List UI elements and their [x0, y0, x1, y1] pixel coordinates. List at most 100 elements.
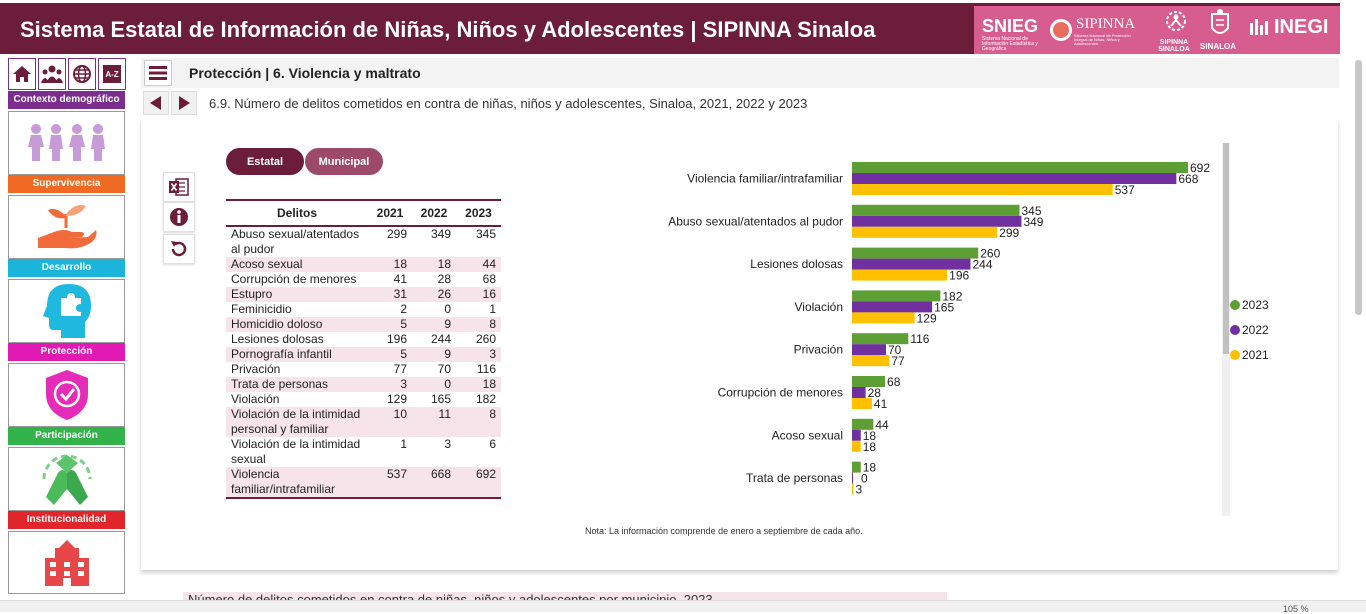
logo-snieg-subtitle: Sistema Nacional de Información Estadíst…	[982, 36, 1038, 52]
table-body: Abuso sexual/atentados al pudor 299 349 345…	[226, 226, 501, 499]
zoom-level: 105 %	[1283, 604, 1309, 614]
data-label-2023: 116	[910, 332, 929, 346]
refresh-icon	[171, 241, 187, 257]
header-right-strip	[1340, 3, 1366, 54]
app-title: Sistema Estatal de Información de Niñas,…	[20, 17, 876, 42]
cell-2021: 5	[368, 317, 412, 332]
inegi-mark-icon	[1250, 19, 1268, 35]
data-label-2021: 3	[855, 483, 862, 497]
globe-button[interactable]	[68, 58, 96, 90]
category-participacion[interactable]	[8, 447, 125, 511]
category-label-contexto[interactable]: Contexto demográfico	[8, 91, 125, 109]
legend-item-2022[interactable]: 2022	[1230, 317, 1269, 342]
cell-delito: Feminicidio	[231, 302, 292, 316]
glossary-button[interactable]: A-Z	[98, 58, 126, 90]
data-label-2023: 692	[1190, 161, 1210, 175]
export-excel-button[interactable]	[163, 172, 195, 202]
menu-button[interactable]	[144, 60, 172, 86]
bar-2021	[852, 226, 998, 238]
category-supervivencia[interactable]	[8, 195, 125, 259]
data-label-2021: 41	[874, 397, 888, 411]
info-button[interactable]	[163, 202, 195, 232]
category-label-desarrollo[interactable]: Desarrollo	[8, 259, 125, 277]
logo-inegi[interactable]: INEGI	[1274, 16, 1329, 38]
bar-2022	[852, 173, 1177, 184]
cell-2023: 8	[456, 317, 501, 332]
cell-2021: 41	[393, 272, 407, 286]
legend-dot-2021	[1230, 349, 1240, 360]
category-label: Corrupción de menores	[718, 386, 843, 400]
bar-2023	[852, 204, 1020, 216]
column-header-2022: 2022	[412, 199, 456, 227]
bar-2021	[852, 398, 872, 409]
logo-sinaloa[interactable]: SINALOA	[1200, 42, 1236, 51]
cell-2021: 196	[386, 332, 407, 346]
cell-2023: 44	[456, 257, 501, 272]
cell-2023: 18	[456, 377, 501, 392]
data-label-2022: 165	[934, 300, 954, 314]
category-label-supervivencia[interactable]: Supervivencia	[8, 175, 125, 193]
reset-button[interactable]	[163, 234, 195, 264]
table-row: Acoso sexual 18 18 44	[226, 257, 501, 272]
population-button[interactable]	[38, 58, 66, 90]
logo-snieg[interactable]: SNIEG	[982, 16, 1039, 36]
data-label-2022: 668	[1178, 172, 1198, 186]
legend-item-2023[interactable]: 2023	[1230, 292, 1269, 317]
previous-indicator-button[interactable]	[143, 91, 169, 115]
category-label-proteccion[interactable]: Protección	[8, 343, 125, 361]
table-row: Violación de la intimidad personal y fam…	[226, 407, 501, 437]
logo-sipinna[interactable]: SIPINNA	[1076, 16, 1136, 32]
data-label-2022: 0	[861, 472, 868, 486]
data-label-2021: 196	[949, 269, 969, 283]
table-row: Estupro 31 26 16	[226, 287, 501, 302]
cell-2021: 18	[368, 257, 412, 272]
cell-2023: 260	[475, 332, 496, 346]
category-institucionalidad[interactable]	[8, 531, 125, 594]
bar-2023	[852, 247, 979, 259]
legend-dot-2023	[1230, 299, 1240, 310]
home-button[interactable]	[8, 58, 36, 90]
data-label-2022: 70	[888, 343, 902, 357]
cell-2022: 3	[444, 437, 451, 451]
cell-2023: 692	[456, 467, 501, 499]
chart-scrollbar-thumb[interactable]	[1223, 143, 1229, 354]
table-row: Lesiones dolosas 196 244 260	[226, 332, 501, 347]
cell-2021: 2	[400, 302, 407, 316]
page-scrollbar-thumb[interactable]	[1355, 60, 1362, 315]
children-group-icon	[27, 124, 105, 161]
cell-2021: 5	[368, 347, 412, 362]
logo-sipinna-sinaloa[interactable]: SIPINNA SINALOA	[1158, 39, 1190, 53]
municipal-toggle[interactable]: Municipal	[305, 148, 383, 175]
arrow-left-icon	[150, 96, 161, 110]
column-header-2021: 2021	[368, 199, 412, 227]
cell-2022: 11	[412, 407, 456, 437]
category-contexto-demografico[interactable]	[8, 111, 125, 175]
cell-delito: Estupro	[226, 287, 368, 302]
partner-logos: SNIEG Sistema Nacional de Información Es…	[974, 6, 1340, 54]
legend-item-2021[interactable]: 2021	[1230, 342, 1269, 367]
bar-2021	[852, 355, 890, 367]
category-label-participacion[interactable]: Participación	[8, 427, 125, 445]
category-proteccion[interactable]	[8, 363, 125, 427]
category-label: Violencia familiar/intrafamiliar	[687, 172, 843, 186]
data-label-2023: 44	[875, 418, 889, 432]
section-bar: Protección | 6. Violencia y maltrato	[141, 58, 1339, 88]
category-label: Violación	[795, 300, 843, 314]
estatal-toggle[interactable]: Estatal	[226, 148, 304, 175]
cell-2023: 3	[456, 347, 501, 362]
hamburger-menu-icon	[149, 66, 167, 80]
cell-2023: 1	[489, 302, 496, 316]
next-indicator-button[interactable]	[171, 91, 197, 115]
data-label-2023: 260	[980, 247, 1000, 261]
category-desarrollo[interactable]	[8, 279, 125, 343]
table-row: Homicidio doloso 5 9 8	[226, 317, 501, 332]
cell-delito: Homicidio doloso	[226, 317, 368, 332]
bar-2022	[852, 429, 861, 441]
sidebar-nav-icons: A-Z	[8, 58, 126, 90]
cell-2022: 9	[412, 347, 456, 362]
table-row: Violación de la intimidad sexual 1 3 6	[226, 437, 501, 467]
table-row: Corrupción de menores 41 28 68	[226, 272, 501, 287]
category-label-institucionalidad[interactable]: Institucionalidad	[8, 511, 125, 529]
data-label-2021: 299	[999, 226, 1019, 240]
